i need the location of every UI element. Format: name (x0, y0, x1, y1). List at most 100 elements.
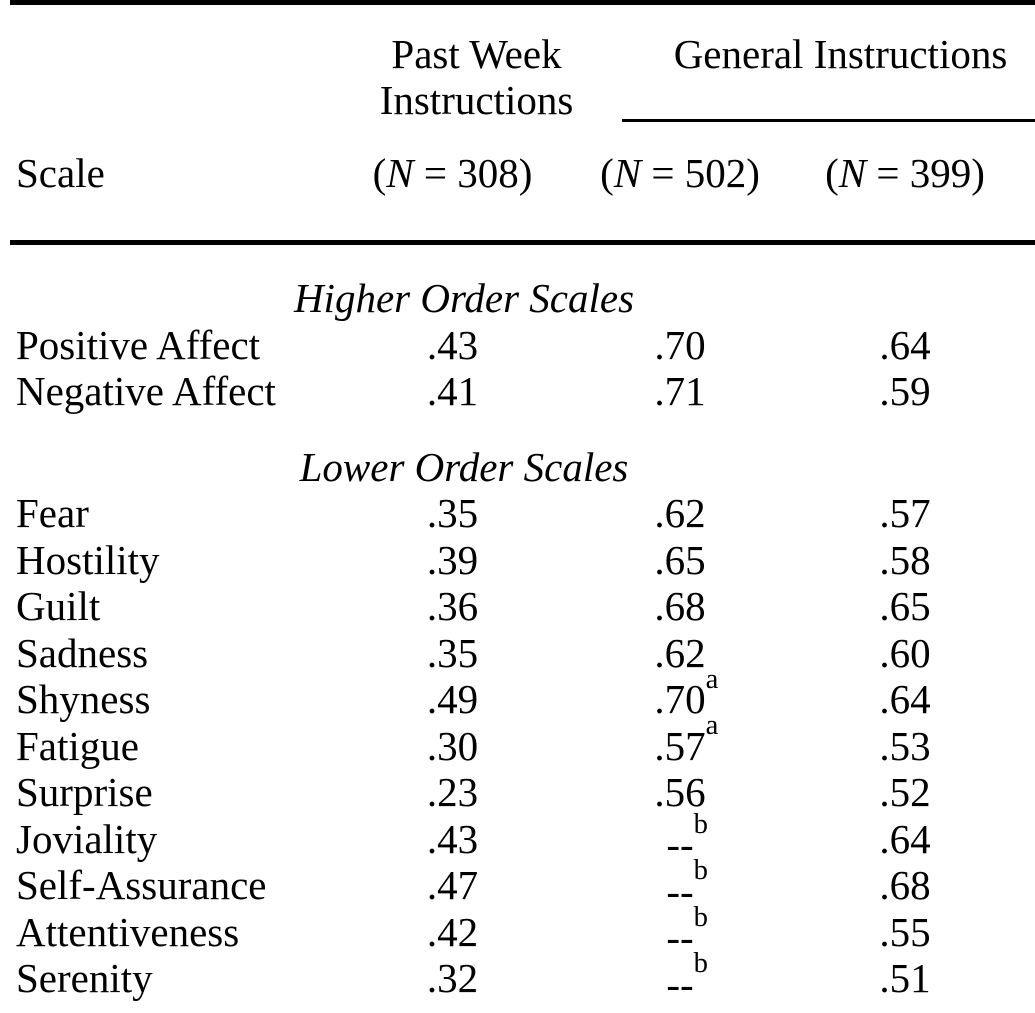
n-label-paren: ( (825, 150, 839, 196)
value-with-footnote: -- b (666, 856, 708, 915)
table-row: Hostility .39 .65 .58 (0, 537, 1035, 584)
n-308-header: (N = 308) (355, 150, 550, 196)
past-week-header-line2: Instructions (379, 77, 574, 123)
value-text: .70 (654, 676, 706, 722)
value-general-n502: -- b (550, 949, 810, 1007)
scale-label: Serenity (16, 955, 153, 1001)
scale-label: Sadness (16, 629, 149, 676)
value-general-n399: .59 (879, 368, 931, 414)
value-past-week-n308: .49 (426, 676, 479, 722)
value-with-footnote: .70 a (654, 664, 718, 723)
table-row: Guilt .36 .68 .65 (0, 583, 1035, 630)
value-with-footnote: .70 (654, 322, 705, 369)
table-row: Fear .35 .62 .57 (0, 490, 1035, 537)
value-text: -- (666, 821, 694, 868)
value-with-footnote: .65 (654, 537, 705, 584)
general-instructions-underline (622, 119, 1035, 122)
scale-label: Fear (16, 490, 89, 536)
value-general-n502: .68 (550, 583, 810, 630)
value-general-n399: .51 (879, 955, 931, 1001)
value-text: .62 (654, 490, 706, 536)
value-with-footnote: -- b (666, 903, 708, 961)
table-row: Joviality .43 -- b .64 (0, 810, 1035, 868)
general-instructions-label: General Instructions (673, 31, 1008, 77)
value-general-n399: .58 (879, 536, 931, 583)
value-past-week-n308: .43 (426, 321, 479, 368)
n-label-value: = 502) (641, 150, 760, 196)
value-past-week-n308: .42 (426, 908, 479, 955)
value-general-n502: .65 (550, 537, 810, 584)
scale-label: Self-Assurance (16, 862, 267, 908)
table-row: Shyness .49 .70 a .64 (0, 664, 1035, 723)
footnote-superscript: a (705, 662, 719, 695)
table-row: Attentiveness .42 -- b .55 (0, 903, 1035, 961)
value-text: .62 (654, 629, 706, 676)
value-with-footnote: .62 (654, 630, 705, 677)
value-text: .56 (654, 769, 706, 815)
footnote-superscript: b (693, 947, 708, 980)
scale-label: Guilt (16, 583, 101, 629)
value-general-n399: .53 (879, 722, 931, 769)
value-general-n502: .62 (550, 630, 810, 677)
value-with-footnote: .71 (654, 368, 705, 415)
scale-label: Joviality (16, 815, 158, 862)
value-with-footnote: -- b (666, 949, 708, 1008)
value-general-n502: .71 (550, 368, 810, 415)
value-past-week-n308: .30 (426, 722, 479, 769)
n-label-symbol: N (613, 150, 642, 196)
value-general-n502: .70 (550, 322, 810, 369)
n-label-paren: ( (600, 150, 614, 196)
section-heading: Lower Order Scales (299, 443, 629, 490)
scale-label: Fatigue (16, 722, 139, 769)
value-text: -- (666, 867, 694, 914)
value-general-n399: .52 (879, 769, 931, 815)
n-label-symbol: N (838, 150, 867, 196)
table-row: Fatigue .30 .57 a .53 (0, 711, 1035, 770)
value-general-n399: .64 (879, 676, 931, 722)
past-week-instructions-header: Past Week Instructions (355, 31, 574, 123)
value-general-n399: .64 (879, 815, 931, 862)
footnote-superscript: b (693, 854, 708, 887)
value-general-n399: .60 (879, 629, 931, 676)
value-with-footnote: -- b (666, 810, 708, 868)
n-label-paren: ( (372, 150, 387, 196)
value-text: -- (666, 914, 694, 961)
value-with-footnote: .56 (654, 769, 705, 816)
general-instructions-header: General Instructions (574, 31, 1035, 123)
scale-label: Positive Affect (16, 321, 261, 368)
value-with-footnote: .57 a (654, 711, 718, 770)
scale-label: Negative Affect (16, 368, 276, 414)
column-n-header-row: Scale (N = 308) (N = 502) (N = 399) (0, 150, 1035, 196)
n-502-header: (N = 502) (550, 150, 810, 196)
scale-label: Hostility (16, 536, 160, 583)
value-past-week-n308: .23 (426, 769, 479, 815)
value-general-n399: .55 (879, 908, 931, 955)
value-general-n399: .65 (879, 583, 931, 629)
value-general-n399: .64 (879, 321, 931, 368)
value-past-week-n308: .35 (426, 490, 479, 536)
n-399-header: (N = 399) (810, 150, 1000, 196)
table-row: Sadness .35 .62 .60 (0, 630, 1035, 677)
top-rule (10, 0, 1035, 5)
table-body: Higher Order Scales Positive Affect .43 .70… (0, 275, 1035, 1007)
value-general-n399: .68 (879, 862, 931, 908)
table-row: Self-Assurance .47 -- b .68 (0, 856, 1035, 914)
value-past-week-n308: .47 (426, 862, 479, 908)
value-general-n502: .57 a (550, 711, 810, 770)
value-past-week-n308: .39 (426, 536, 479, 583)
value-general-n502: -- b (550, 810, 810, 868)
value-general-n502: .56 (550, 769, 810, 816)
value-with-footnote: .62 (654, 490, 705, 537)
value-with-footnote: .68 (654, 583, 705, 630)
value-general-n502: .62 (550, 490, 810, 537)
value-general-n502: .70 a (550, 664, 810, 723)
footnote-superscript: b (693, 900, 708, 933)
scale-label: Attentiveness (16, 908, 240, 955)
table-row: Positive Affect .43 .70 .64 (0, 322, 1035, 369)
value-past-week-n308: .43 (426, 815, 479, 862)
scale-column-header: Scale (16, 150, 105, 196)
value-past-week-n308: .36 (426, 583, 479, 629)
value-past-week-n308: .32 (426, 955, 479, 1001)
n-label-value: = 308) (413, 150, 533, 196)
